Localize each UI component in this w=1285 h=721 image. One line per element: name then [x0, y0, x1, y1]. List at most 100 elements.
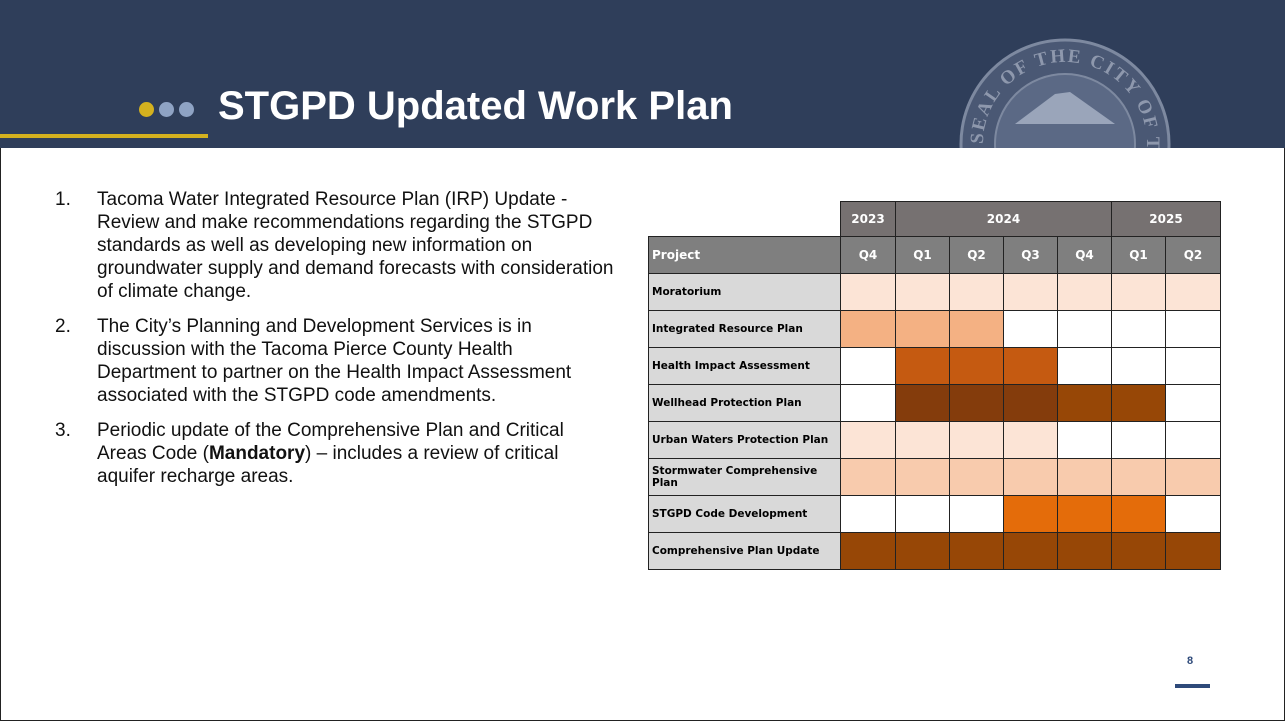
- header-cell: Q3: [1003, 236, 1058, 274]
- project-row: Wellhead Protection Plan: [648, 384, 1221, 422]
- year-cell: 2025: [1111, 201, 1221, 237]
- item-list: 1. Tacoma Water Integrated Resource Plan …: [55, 188, 615, 500]
- schedule-cell: [949, 458, 1004, 496]
- schedule-cell: [840, 384, 896, 422]
- schedule-cell: [1003, 273, 1058, 311]
- schedule-cell: [1003, 384, 1058, 422]
- list-item: 2. The City’s Planning and Development Se…: [55, 315, 615, 407]
- project-name: Integrated Resource Plan: [648, 310, 841, 348]
- schedule-cell: [1003, 458, 1058, 496]
- page-number: 8: [1186, 655, 1194, 667]
- schedule-cell: [1165, 458, 1221, 496]
- schedule-cell: [949, 347, 1004, 385]
- schedule-cell: [895, 532, 950, 570]
- schedule-cell: [949, 421, 1004, 459]
- city-seal: SEAL OF THE CITY OF TACOMA: [955, 4, 1171, 148]
- project-row: Stormwater Comprehensive Plan: [648, 458, 1221, 496]
- item-text: The City’s Planning and Development Serv…: [97, 316, 572, 406]
- title: STGPD Updated Work Plan: [218, 84, 733, 128]
- project-row: Comprehensive Plan Update: [648, 532, 1221, 570]
- schedule-cell: [1165, 384, 1221, 422]
- header-cell: Q1: [895, 236, 950, 274]
- schedule-cell: [1057, 458, 1112, 496]
- schedule-cell: [1165, 347, 1221, 385]
- page-bar: [1175, 684, 1210, 688]
- item-text-after: ) – includes a review of critical aquife…: [97, 443, 559, 487]
- schedule-cell: [949, 273, 1004, 311]
- seal-mountain: [1015, 92, 1115, 124]
- project-name: Stormwater Comprehensive Plan: [648, 458, 841, 496]
- schedule-cell: [1057, 347, 1112, 385]
- schedule-cell: [895, 347, 950, 385]
- project-name: Health Impact Assessment: [648, 347, 841, 385]
- item-number: 2.: [55, 316, 71, 337]
- project-name: Wellhead Protection Plan: [648, 384, 841, 422]
- schedule-cell: [1003, 347, 1058, 385]
- header-cell: Q4: [1057, 236, 1112, 274]
- header-accent: [0, 134, 208, 138]
- schedule-cell: [1057, 532, 1112, 570]
- header-cell: Q2: [1165, 236, 1221, 274]
- header-cell: Q4: [840, 236, 896, 274]
- schedule-cell: [1111, 347, 1166, 385]
- schedule-cell: [1165, 310, 1221, 348]
- schedule-cell: [1111, 421, 1166, 459]
- project-row: Health Impact Assessment: [648, 347, 1221, 385]
- schedule-cell: [949, 310, 1004, 348]
- schedule-cell: [895, 273, 950, 311]
- header-cell: Q2: [949, 236, 1004, 274]
- schedule-cell: [840, 273, 896, 311]
- header-cell: Project: [648, 236, 841, 274]
- item-number: 3.: [55, 420, 71, 441]
- schedule-cell: [1111, 310, 1166, 348]
- schedule-cell: [1057, 421, 1112, 459]
- schedule-cell: [1057, 273, 1112, 311]
- item-text: Periodic update of the Comprehensive Pla…: [97, 420, 564, 464]
- list-item: 1. Tacoma Water Integrated Resource Plan …: [55, 188, 615, 303]
- schedule-cell: [1003, 421, 1058, 459]
- schedule-cell: [895, 495, 950, 533]
- schedule-cell: [1111, 495, 1166, 533]
- schedule-cell: [1003, 495, 1058, 533]
- item-bold: Mandatory: [208, 443, 306, 464]
- dot: [139, 102, 154, 117]
- dot: [179, 102, 194, 117]
- schedule-cell: [840, 532, 896, 570]
- schedule-cell: [840, 458, 896, 496]
- item-text: Tacoma Water Integrated Resource Plan (I…: [97, 189, 614, 302]
- schedule-cell: [1165, 495, 1221, 533]
- project-row: STGPD Code Development: [648, 495, 1221, 533]
- dot: [159, 102, 174, 117]
- item-number: 1.: [55, 189, 71, 210]
- schedule-cell: [1111, 458, 1166, 496]
- schedule-cell: [895, 384, 950, 422]
- project-name: Urban Waters Protection Plan: [648, 421, 841, 459]
- project-name: Moratorium: [648, 273, 841, 311]
- schedule-cell: [840, 310, 896, 348]
- schedule-cell: [840, 421, 896, 459]
- list-item: 3. Periodic update of the Comprehensive P…: [55, 419, 615, 488]
- schedule-cell: [1057, 310, 1112, 348]
- schedule-cell: [1111, 273, 1166, 311]
- project-row: Integrated Resource Plan: [648, 310, 1221, 348]
- schedule-cell: [895, 421, 950, 459]
- schedule-cell: [1003, 532, 1058, 570]
- schedule-cell: [895, 310, 950, 348]
- schedule-cell: [1165, 532, 1221, 570]
- schedule-cell: [1057, 384, 1112, 422]
- project-name: Comprehensive Plan Update: [648, 532, 841, 570]
- schedule-cell: [1111, 532, 1166, 570]
- header-row: Project Q4 Q1 Q2 Q3 Q4 Q1 Q2: [648, 236, 1221, 274]
- schedule-cell: [1003, 310, 1058, 348]
- schedule-cell: [840, 347, 896, 385]
- schedule-cell: [1165, 421, 1221, 459]
- schedule-cell: [949, 532, 1004, 570]
- year-cell: 2024: [895, 201, 1112, 237]
- header-cell: Q1: [1111, 236, 1166, 274]
- schedule-cell: [895, 458, 950, 496]
- year-row: 2023 2024 2025: [648, 201, 1221, 237]
- project-row: Moratorium: [648, 273, 1221, 311]
- blank-cell: [648, 201, 841, 237]
- project-row: Urban Waters Protection Plan: [648, 421, 1221, 459]
